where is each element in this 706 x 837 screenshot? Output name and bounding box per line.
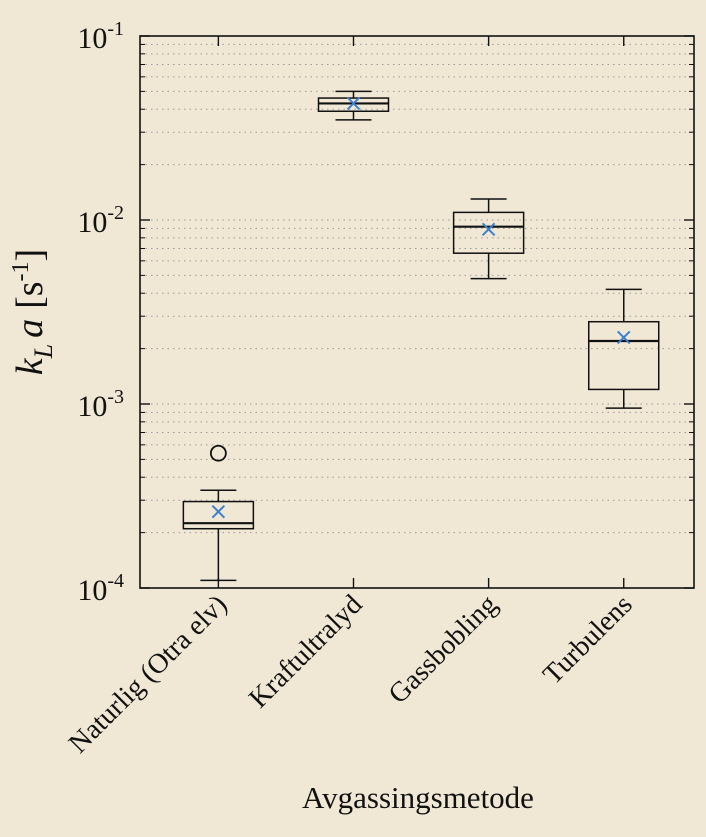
- x-tick-label: Gassbobling: [383, 589, 504, 710]
- y-tick-label: 10-2: [77, 202, 124, 239]
- y-axis-label: kLa[s-1]: [8, 249, 58, 375]
- x-tick-label: Kraftultralyd: [243, 589, 368, 714]
- box-3: [587, 36, 660, 588]
- y-tick-label: 10-4: [77, 570, 124, 607]
- mean-marker: [346, 96, 361, 111]
- box-2: [452, 36, 525, 588]
- mean-marker: [481, 222, 496, 237]
- boxes: [182, 36, 660, 588]
- outlier-point: [209, 444, 227, 462]
- iqr-box: [182, 500, 255, 530]
- plot-frame: [139, 35, 695, 589]
- x-tick-label: Turbulens: [537, 589, 639, 691]
- box-0: [182, 36, 255, 588]
- iqr-box: [587, 320, 660, 391]
- iqr-box: [452, 211, 525, 254]
- y-axis-ticks: 10-4 10-3 10-2 10-1: [77, 18, 694, 607]
- iqr-box: [317, 97, 390, 112]
- y-tick-label: 10-1: [77, 18, 124, 55]
- y-tick-label: 10-3: [77, 386, 124, 423]
- x-axis-tick-labels: Naturlig (Otra elv) Kraftultralyd Gassbobl…: [63, 589, 639, 759]
- mean-marker: [211, 504, 226, 519]
- x-axis-label: Avgassingsmetode: [302, 780, 534, 815]
- mean-marker: [617, 330, 631, 345]
- box-1: [317, 36, 390, 588]
- x-tick-label: Naturlig (Otra elv): [63, 589, 233, 759]
